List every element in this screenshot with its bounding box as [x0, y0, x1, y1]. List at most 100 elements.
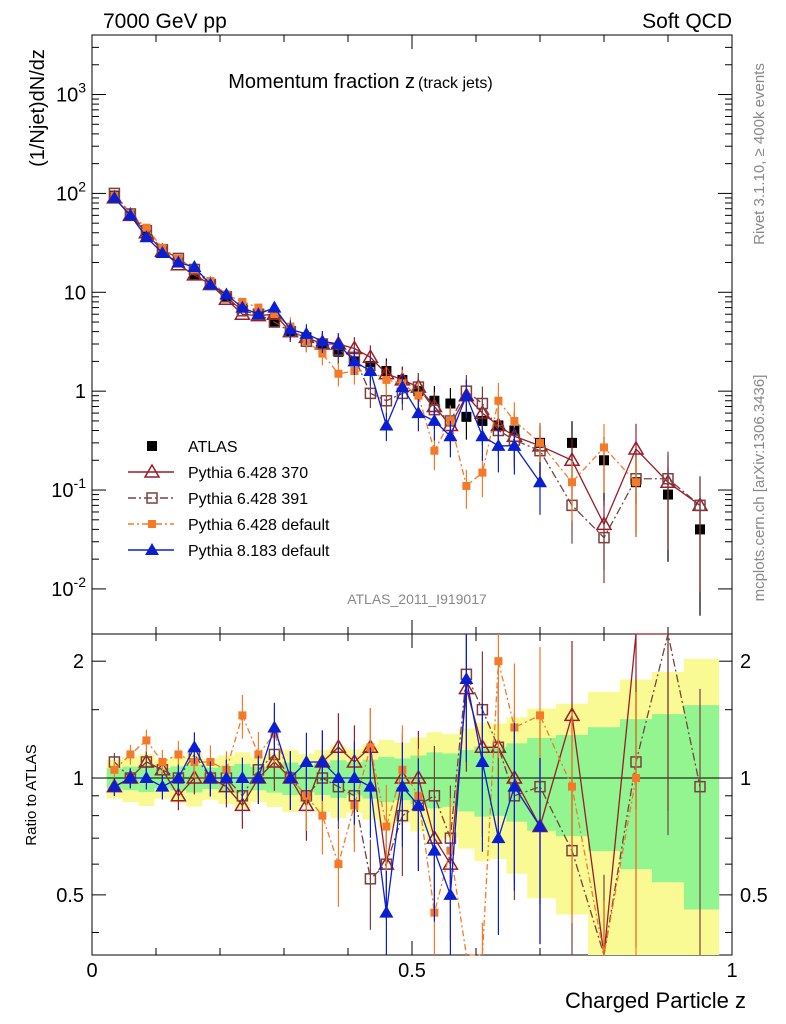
data-point — [507, 438, 522, 451]
ratio-point — [459, 671, 474, 684]
ratio-point — [155, 779, 170, 792]
ratio-point — [238, 711, 247, 720]
main-ytick-label: 103 — [56, 80, 86, 107]
ratio-point — [427, 843, 442, 856]
ratio-point — [235, 771, 250, 784]
data-point — [379, 418, 394, 431]
ratio-point — [158, 757, 167, 766]
ratio-point — [315, 754, 330, 767]
main-ylabel: (1/Njet)dN/dz — [27, 49, 49, 167]
data-point — [142, 223, 151, 232]
data-point — [107, 190, 122, 203]
data-point — [475, 429, 490, 442]
series-pythia-8-183-default — [107, 190, 547, 515]
ratio-point — [536, 711, 544, 720]
data-point — [334, 369, 343, 378]
ratio-point — [219, 771, 234, 784]
ratio-point — [267, 720, 282, 733]
main-ytick-label: 102 — [56, 178, 86, 205]
data-point — [632, 478, 640, 487]
data-point — [510, 416, 519, 425]
data-point — [251, 307, 266, 320]
ratio-point — [411, 798, 426, 811]
ratio-point — [123, 771, 138, 784]
main-subtitle: (track jets) — [418, 75, 493, 92]
analysis-id: ATLAS_2011_I919017 — [347, 591, 487, 607]
ratio-point — [568, 782, 576, 791]
ratio-point — [533, 819, 547, 832]
ratio-ytick-label-right: 2 — [740, 651, 751, 673]
energy-label: 7000 GeV pp — [103, 10, 227, 33]
legend-item-pythia-6-428-default: Pythia 6.428 default — [128, 517, 330, 534]
data-point — [459, 388, 474, 401]
data-point — [270, 310, 279, 319]
ratio-point — [331, 771, 346, 784]
data-point — [414, 391, 423, 400]
ratio-point — [366, 743, 375, 752]
data-point — [155, 245, 170, 258]
main-ytick-label: 10 — [64, 282, 86, 304]
data-point — [662, 473, 674, 485]
data-point — [411, 406, 426, 419]
ratio-ylabel: Ratio to ATLAS — [23, 744, 40, 845]
data-point — [430, 446, 439, 455]
ratio-ytick-label-left: 0.5 — [56, 885, 84, 907]
main-ytick-label: 1 — [75, 381, 86, 403]
x-tick-label: 0.5 — [398, 960, 426, 982]
data-point — [123, 208, 138, 221]
ratio-ytick-label-left: 2 — [73, 651, 84, 673]
legend-label: Pythia 6.428 391 — [188, 491, 308, 508]
ratio-point — [170, 787, 187, 802]
legend-item-atlas: ATLAS — [147, 439, 238, 456]
data-point — [234, 305, 251, 320]
ratio-series-pythia-8-183-default — [107, 634, 547, 955]
data-point — [139, 230, 154, 243]
main-title: Momentum fraction z — [228, 71, 415, 93]
data-point — [694, 499, 706, 512]
ratio-point — [347, 771, 362, 784]
main-ytick-label: 10-1 — [51, 475, 86, 502]
legend: ATLAS Pythia 6.428 370 Pythia 6.428 391 Pyt… — [128, 439, 330, 560]
ratio-point — [694, 780, 706, 793]
ratio-point — [110, 765, 119, 774]
ratio-point — [107, 779, 122, 792]
legend-item-pythia-6-428-370: Pythia 6.428 370 — [128, 463, 308, 482]
data-point — [235, 300, 250, 313]
data-point — [187, 260, 202, 273]
x-tick-label: 1 — [726, 960, 737, 982]
ratio-point — [251, 771, 266, 784]
legend-item-pythia-8-183-default: Pythia 8.183 default — [128, 543, 330, 560]
ratio-ytick-label-left: 1 — [73, 768, 84, 790]
data-point — [299, 326, 314, 339]
data-point — [331, 336, 346, 349]
data-point — [533, 475, 547, 488]
data-point — [568, 478, 576, 487]
data-point — [364, 387, 377, 400]
legend-marker — [148, 520, 156, 528]
data-point — [171, 255, 186, 268]
ratio-point — [334, 860, 343, 869]
data-point — [380, 394, 393, 407]
data-point — [315, 334, 330, 347]
data-point — [382, 375, 391, 384]
data-point — [536, 438, 544, 447]
main-ytick-label: 10-2 — [51, 574, 86, 601]
ratio-point — [299, 754, 314, 767]
ratio-point — [507, 779, 522, 792]
ratio-point — [379, 905, 394, 918]
data-point — [462, 481, 471, 490]
legend-marker — [146, 492, 158, 504]
data-point — [318, 349, 327, 358]
xaxis-label: Charged Particle z — [565, 988, 746, 1013]
ratio-point — [494, 657, 503, 666]
ratio-point — [363, 779, 378, 792]
data-point — [203, 277, 218, 290]
ratio-point — [254, 750, 263, 759]
data-point — [363, 363, 378, 376]
main-frame — [91, 34, 733, 635]
data-point — [347, 354, 362, 367]
ratio-point — [475, 754, 490, 767]
legend-marker — [143, 463, 161, 478]
ratio-ytick-label-right: 1 — [740, 768, 751, 790]
